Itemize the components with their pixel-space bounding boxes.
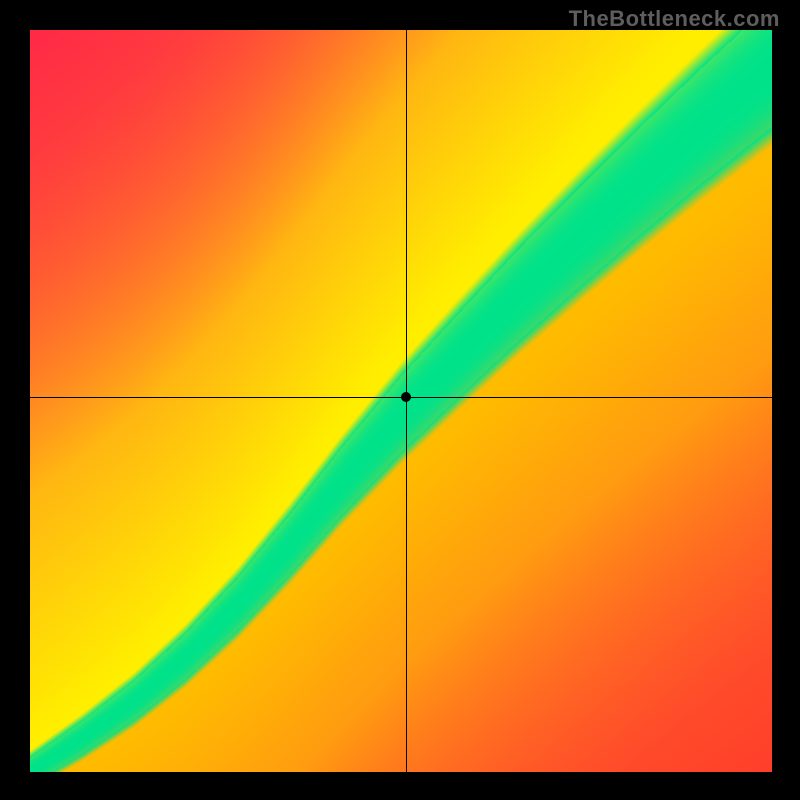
crosshair-marker xyxy=(401,392,411,402)
plot-area xyxy=(30,30,772,772)
heatmap-canvas xyxy=(30,30,772,772)
watermark-text: TheBottleneck.com xyxy=(569,6,780,32)
